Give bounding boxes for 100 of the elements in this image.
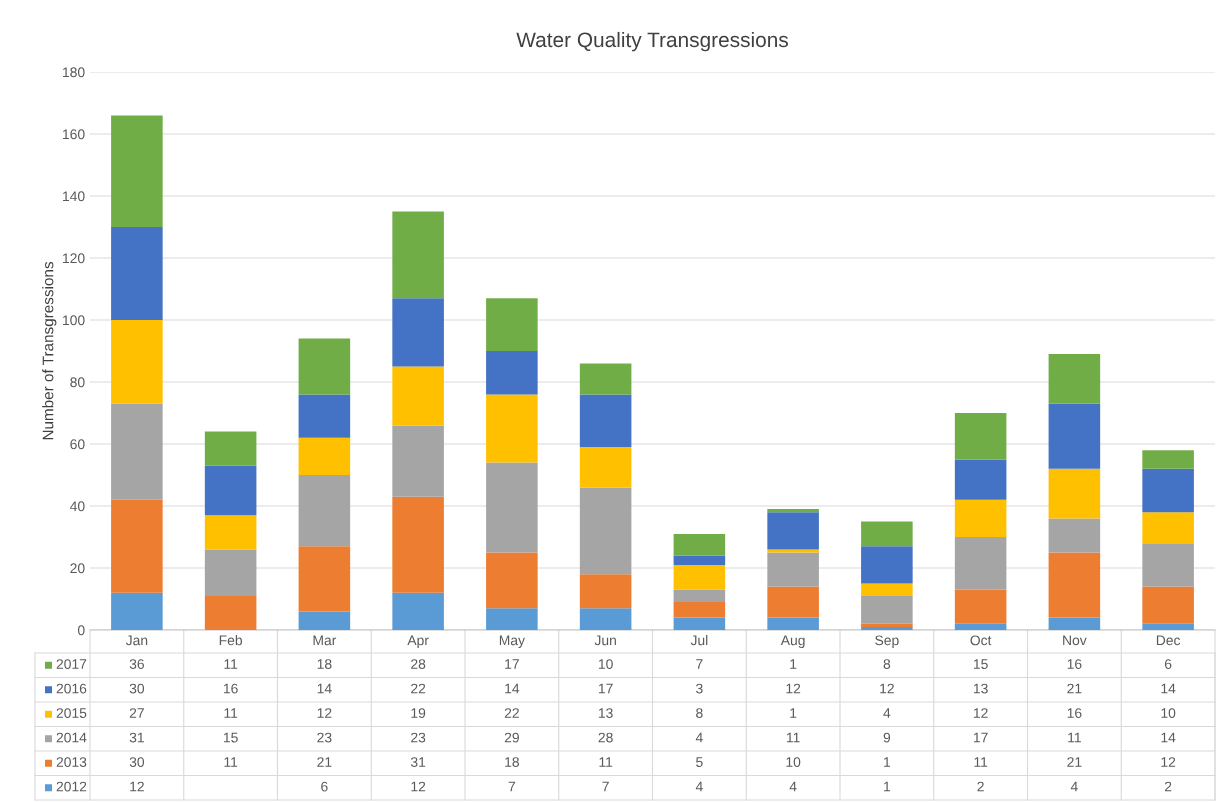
bar	[1142, 512, 1194, 544]
data-label: 5	[696, 757, 703, 767]
y-tick-label: 140	[63, 191, 85, 202]
data-label: 2	[977, 781, 984, 792]
x-tick-label: Feb	[219, 635, 243, 646]
bar	[486, 394, 538, 463]
bar	[392, 496, 444, 593]
data-label: 1	[884, 757, 891, 767]
data-label: 10	[786, 757, 801, 767]
data-label: 3	[696, 683, 703, 694]
bar	[204, 431, 257, 466]
bar	[673, 602, 726, 618]
bar	[392, 298, 444, 367]
bar	[1048, 468, 1101, 519]
bar	[673, 564, 726, 590]
data-label: 11	[786, 732, 800, 743]
data-label: 8	[883, 659, 891, 669]
bar	[579, 394, 632, 448]
data-label: 27	[129, 708, 144, 718]
y-tick-label: 80	[70, 377, 85, 388]
legend-label: 2014	[56, 732, 87, 743]
data-label: 23	[317, 732, 332, 743]
bar	[1142, 450, 1194, 469]
data-label: 10	[1161, 708, 1176, 718]
bar	[861, 595, 913, 624]
data-label: 21	[1067, 683, 1082, 694]
bar	[861, 583, 913, 596]
data-label: 7	[696, 659, 703, 669]
data-label: 14	[317, 683, 332, 694]
bar	[1048, 518, 1101, 553]
bar	[298, 611, 351, 630]
data-label: 14	[505, 683, 520, 694]
x-tick-label: Mar	[313, 635, 337, 646]
data-label: 4	[695, 732, 703, 743]
data-label: 30	[129, 757, 145, 767]
bar	[1048, 552, 1101, 618]
data-label: 31	[129, 732, 144, 743]
bar	[486, 462, 538, 553]
data-label: 7	[602, 781, 609, 792]
data-label: 18	[505, 757, 519, 767]
data-label: 12	[317, 708, 332, 718]
data-label: 11	[1068, 732, 1081, 743]
bar	[767, 512, 819, 550]
data-label: 10	[598, 659, 613, 669]
data-label: 14	[1161, 683, 1176, 694]
legend-label: 2015	[56, 708, 87, 718]
data-label: 12	[411, 781, 426, 792]
data-label: 12	[973, 708, 988, 718]
bar	[673, 589, 726, 603]
data-label: 22	[411, 683, 426, 694]
bar	[204, 549, 257, 596]
bar	[579, 574, 632, 609]
bar	[392, 425, 444, 497]
y-axis-title: Number of Transgressions	[42, 261, 57, 440]
data-label: 12	[130, 781, 144, 792]
bar	[111, 115, 163, 227]
bar	[111, 499, 163, 593]
data-label: 16	[223, 683, 238, 694]
data-label: 13	[598, 708, 613, 718]
bar	[861, 521, 913, 547]
data-label: 22	[504, 708, 519, 718]
data-label: 11	[974, 757, 988, 767]
data-label: 11	[224, 659, 238, 669]
data-label: 1	[884, 781, 891, 792]
x-tick-label: Jun	[594, 635, 616, 646]
bar	[486, 298, 538, 351]
bar	[579, 487, 632, 575]
bar	[767, 549, 819, 553]
data-label: 18	[317, 659, 332, 669]
data-label: 16	[1067, 659, 1082, 669]
bar	[954, 589, 1007, 624]
legend-label: 2017	[56, 659, 87, 669]
data-label: 2	[1164, 781, 1172, 792]
data-label: 12	[786, 683, 801, 694]
x-tick-label: Dec	[1156, 635, 1181, 646]
bar	[111, 227, 163, 320]
legend-label: 2016	[56, 683, 87, 694]
bar	[1142, 586, 1194, 624]
bar	[1048, 403, 1101, 469]
data-label: 17	[598, 683, 613, 694]
data-label: 8	[696, 708, 703, 718]
data-label: 14	[1161, 732, 1176, 743]
data-label: 11	[599, 757, 613, 767]
bar	[954, 623, 1007, 630]
x-tick-label: May	[499, 635, 525, 648]
data-label: 4	[1070, 781, 1078, 792]
bar	[954, 413, 1007, 460]
x-tick-label: Apr	[407, 635, 429, 648]
bar	[1048, 354, 1101, 404]
data-label: 11	[224, 708, 238, 718]
bar	[298, 394, 351, 438]
x-tick-label: Nov	[1063, 635, 1087, 646]
bar	[204, 515, 257, 550]
data-label: 4	[883, 708, 891, 718]
data-label: 1	[790, 708, 797, 718]
bar	[111, 403, 163, 500]
data-label: 28	[411, 659, 426, 669]
data-label: 16	[1067, 708, 1082, 718]
y-tick-label: 160	[63, 129, 85, 140]
data-label: 19	[411, 708, 426, 718]
